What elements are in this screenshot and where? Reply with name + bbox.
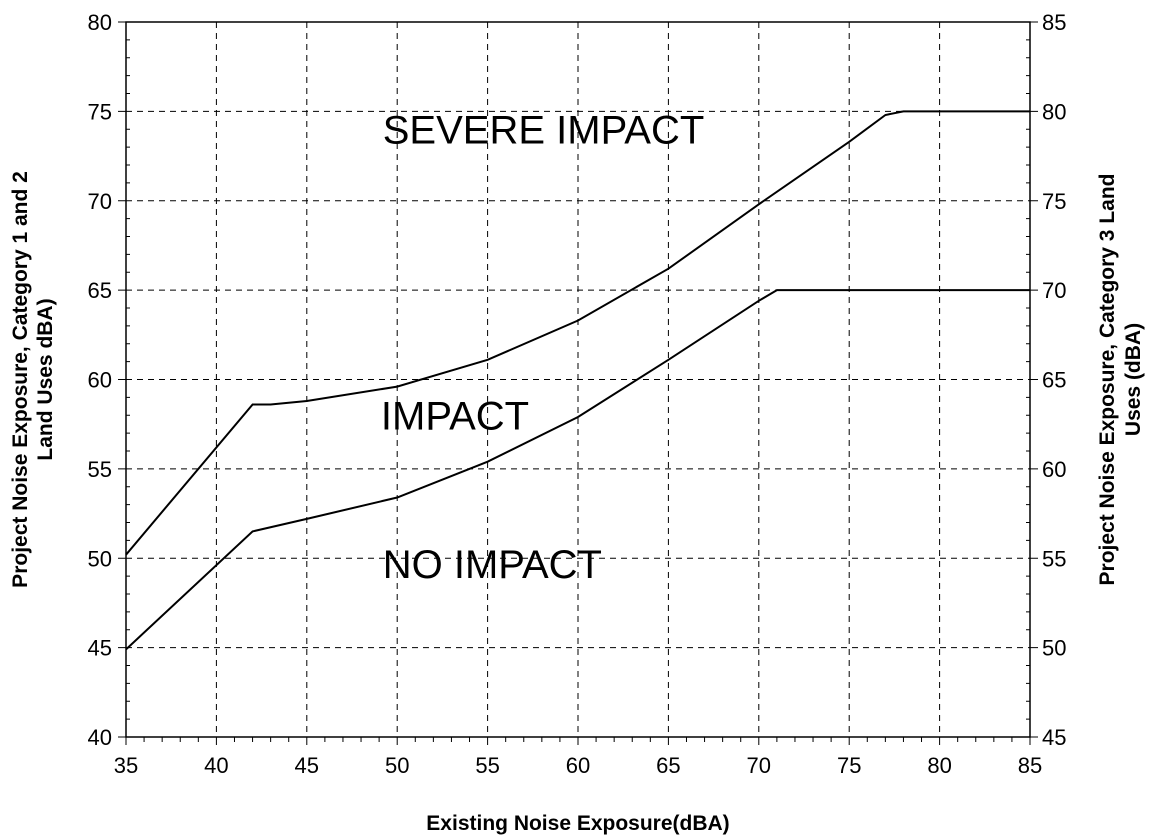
y-left-tick-label: 65 <box>88 278 112 303</box>
y-left-tick-label: 55 <box>88 457 112 482</box>
impact-threshold-curves <box>125 110 1030 651</box>
x-tick-label: 35 <box>114 753 138 778</box>
y-axis-right-title-line-1: Project Noise Exposure, Category 3 Land <box>1096 174 1119 586</box>
x-tick-label: 85 <box>1018 753 1042 778</box>
y-axis-right-title-line-2: Uses (dBA) <box>1122 323 1145 436</box>
x-tick-label: 60 <box>566 753 590 778</box>
y-axis-left-title-line-1: Project Noise Exposure, Category 1 and 2 <box>9 171 32 588</box>
y-right-tick-label: 65 <box>1042 368 1066 393</box>
y-left-tick-label: 70 <box>88 189 112 214</box>
y-left-tick-label: 60 <box>88 368 112 393</box>
tick-labels: 35 40 45 50 55 60 65 70 75 80 85404550556065707580… <box>88 10 1067 778</box>
y-left-tick-label: 45 <box>88 636 112 661</box>
y-right-tick-label: 85 <box>1042 10 1066 35</box>
y-right-tick-label: 70 <box>1042 278 1066 303</box>
impact-label: IMPACT <box>381 395 529 439</box>
y-left-tick-label: 75 <box>88 99 112 124</box>
region-labels: SEVERE IMPACT IMPACT NO IMPACT <box>381 109 704 587</box>
y-axis-right-title: Project Noise Exposure, Category 3 Land … <box>1096 174 1145 586</box>
impact-threshold-line <box>125 289 1030 651</box>
x-tick-label: 80 <box>927 753 951 778</box>
x-tick-label: 75 <box>837 753 861 778</box>
plot-frame <box>125 21 1031 738</box>
grid-lines <box>126 22 1030 737</box>
no-impact-label: NO IMPACT <box>383 543 602 587</box>
x-tick-label: 45 <box>295 753 319 778</box>
y-left-tick-label: 40 <box>88 725 112 750</box>
severe-impact-label: SEVERE IMPACT <box>383 109 705 153</box>
x-tick-label: 70 <box>747 753 771 778</box>
y-left-tick-label: 80 <box>88 10 112 35</box>
x-tick-label: 65 <box>656 753 680 778</box>
y-axis-left-title: Project Noise Exposure, Category 1 and 2… <box>9 171 57 588</box>
x-tick-label: 40 <box>204 753 228 778</box>
y-right-tick-label: 50 <box>1042 636 1066 661</box>
severe-impact-threshold-line <box>125 110 1030 556</box>
y-axis-left-title-line-2: Land Uses dBA) <box>34 298 57 460</box>
x-axis-title: Existing Noise Exposure(dBA) <box>426 812 729 835</box>
y-right-tick-label: 45 <box>1042 725 1066 750</box>
y-right-tick-label: 60 <box>1042 457 1066 482</box>
y-right-tick-label: 55 <box>1042 546 1066 571</box>
x-tick-label: 55 <box>475 753 499 778</box>
y-left-tick-label: 50 <box>88 546 112 571</box>
y-right-tick-label: 80 <box>1042 99 1066 124</box>
y-right-tick-label: 75 <box>1042 189 1066 214</box>
x-tick-label: 50 <box>385 753 409 778</box>
